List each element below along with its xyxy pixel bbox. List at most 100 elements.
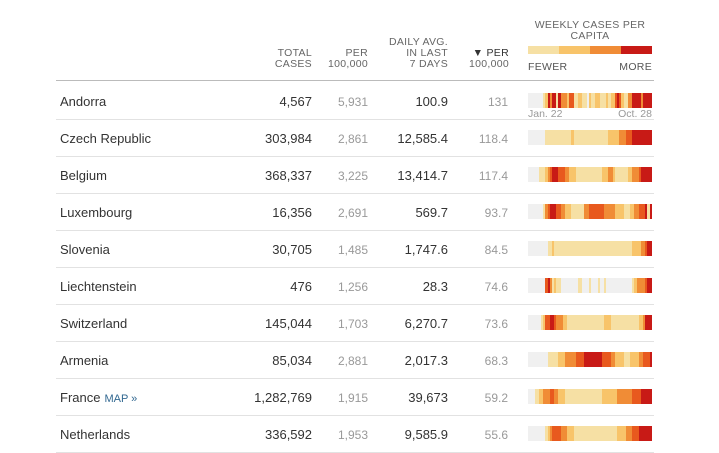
weekly-cell	[567, 426, 570, 441]
weekly-cell	[640, 352, 644, 367]
cases-per-100k: 1,485	[337, 243, 368, 257]
weekly-cell	[619, 93, 622, 108]
weekly-cell	[601, 389, 605, 404]
weekly-cell	[597, 315, 600, 330]
weekly-cell	[532, 130, 535, 145]
weekly-cell	[647, 315, 650, 330]
weekly-cell	[543, 204, 546, 219]
weekly-cell	[564, 167, 568, 182]
weekly-cell	[577, 315, 581, 330]
weekly-cell	[532, 426, 535, 441]
country-name: Andorra	[60, 94, 106, 109]
total-cases: 145,044	[265, 316, 312, 331]
weekly-cell	[634, 130, 637, 145]
weekly-cell	[554, 352, 557, 367]
weekly-cell	[606, 389, 609, 404]
weekly-cell	[608, 426, 611, 441]
weekly-cell	[577, 130, 581, 145]
weekly-cell	[532, 204, 535, 219]
weekly-cell	[549, 426, 552, 441]
weekly-cell	[638, 389, 641, 404]
daily-per-100k: 68.3	[484, 354, 508, 368]
weekly-cell	[532, 352, 535, 367]
total-cases: 30,705	[272, 242, 312, 257]
weekly-cell	[649, 389, 652, 404]
total-cases: 476	[290, 279, 312, 294]
cases-per-100k: 2,861	[337, 132, 368, 146]
date-end-label: Oct. 28	[618, 108, 652, 120]
weekly-cell	[586, 167, 589, 182]
map-link[interactable]: MAP »	[104, 393, 138, 405]
weekly-cell	[547, 315, 550, 330]
weekly-cell	[530, 130, 533, 145]
weekly-cell	[638, 167, 641, 182]
weekly-cell	[528, 130, 531, 145]
weekly-cell	[556, 130, 559, 145]
weekly-cell	[564, 278, 568, 293]
cases-per-100k: 5,931	[337, 95, 368, 109]
weekly-cell	[638, 352, 641, 367]
weekly-cell	[536, 93, 539, 108]
weekly-cell	[547, 241, 550, 256]
weekly-cell	[541, 93, 544, 108]
weekly-cell	[551, 278, 555, 293]
weekly-cell	[599, 315, 602, 330]
weekly-cell	[545, 315, 548, 330]
total-cases: 85,034	[272, 353, 312, 368]
weekly-cell	[649, 167, 652, 182]
weekly-cell	[532, 93, 535, 108]
weekly-cell	[647, 130, 650, 145]
header-daily-line1: DAILY AVG.	[388, 36, 448, 48]
weekly-cell	[647, 426, 650, 441]
weekly-cell	[617, 389, 620, 404]
weekly-cell	[586, 315, 589, 330]
weekly-cell	[640, 167, 644, 182]
weekly-cell	[569, 130, 572, 145]
header-daily-per-100k-sort[interactable]: ▼ PER 100,000	[452, 48, 509, 70]
weekly-cell	[595, 130, 598, 145]
legend-swatch-3	[590, 46, 621, 54]
weekly-cell	[577, 167, 581, 182]
weekly-cell	[632, 278, 635, 293]
weekly-cell	[541, 204, 544, 219]
weekly-cell	[630, 278, 633, 293]
table-row: Liechtenstein 476 1,256 28.3 74.6	[56, 267, 654, 305]
weekly-cell	[627, 167, 631, 182]
weekly-cell	[549, 278, 552, 293]
weekly-cell	[645, 278, 648, 293]
weekly-cell	[554, 93, 557, 108]
weekly-cell	[554, 426, 557, 441]
weekly-cell	[571, 426, 574, 441]
country-name: Czech Republic	[60, 131, 151, 146]
weekly-cell	[528, 204, 531, 219]
weekly-cell	[593, 352, 596, 367]
daily-per-100k: 117.4	[478, 169, 508, 183]
daily-average: 9,585.9	[404, 427, 448, 442]
total-cases: 4,567	[279, 94, 312, 109]
weekly-cell	[569, 167, 572, 182]
weekly-cell	[632, 93, 635, 108]
total-cases: 368,337	[265, 168, 312, 183]
weekly-cell	[625, 130, 628, 145]
weekly-cell	[588, 426, 591, 441]
weekly-cell	[590, 167, 594, 182]
weekly-cell	[601, 426, 605, 441]
weekly-cell	[556, 352, 559, 367]
weekly-cell	[627, 204, 631, 219]
weekly-cell	[562, 315, 565, 330]
weekly-cell	[640, 315, 644, 330]
weekly-cell	[562, 241, 565, 256]
country-label: Netherlands	[60, 427, 131, 442]
weekly-cell	[593, 130, 596, 145]
weekly-cell	[612, 167, 615, 182]
weekly-cell	[612, 352, 615, 367]
weekly-cell	[623, 426, 626, 441]
total-cases: 336,592	[265, 427, 312, 442]
weekly-cell	[612, 93, 615, 108]
weekly-cell	[569, 93, 572, 108]
weekly-cell	[586, 204, 589, 219]
daily-per-100k: 131	[487, 95, 508, 109]
weekly-cell	[599, 426, 602, 441]
weekly-cell	[643, 352, 646, 367]
table-row: Belgium 368,337 3,225 13,414.7 117.4	[56, 156, 654, 194]
